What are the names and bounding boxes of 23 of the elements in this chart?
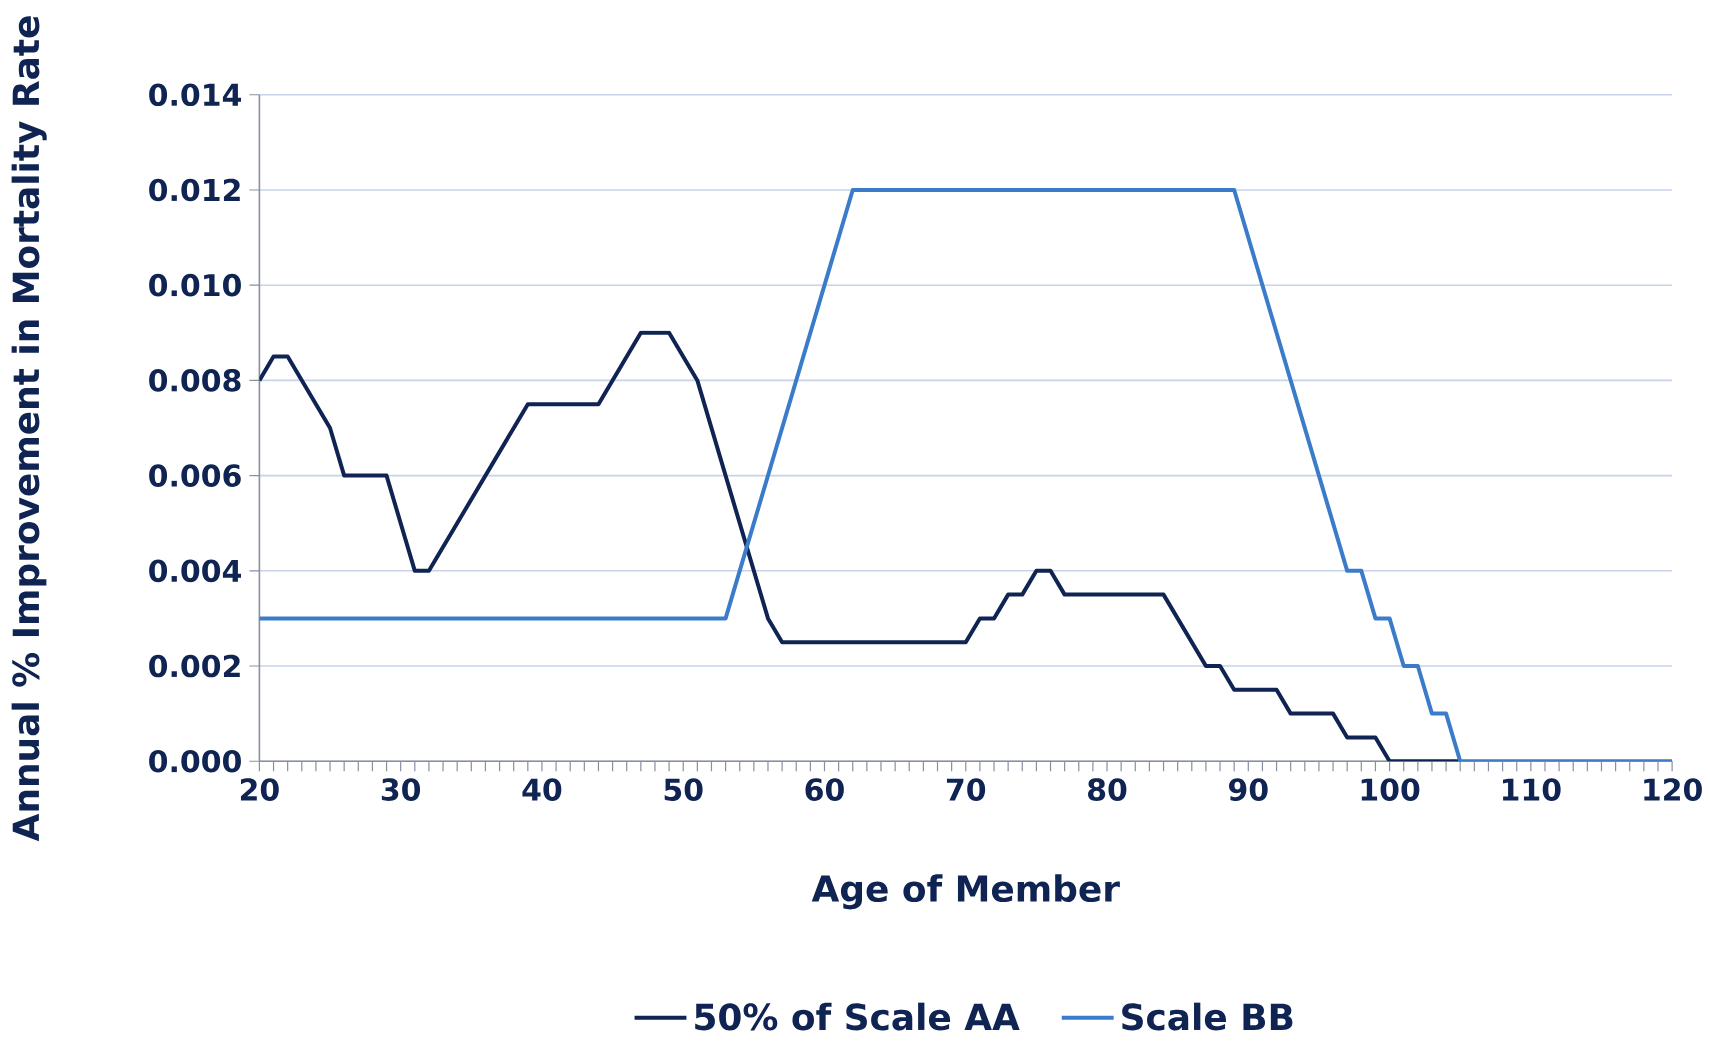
- x-axis-title: Age of Member: [811, 874, 1120, 910]
- legend-label: Scale BB: [1122, 1002, 1293, 1031]
- x-tick-label: 60: [805, 778, 844, 801]
- y-tick-label: 0.008: [149, 369, 241, 392]
- x-tick-label: 110: [1502, 778, 1561, 801]
- x-tick-label: 30: [381, 778, 421, 801]
- y-tick-label: 0.010: [149, 273, 241, 297]
- x-tick-label: 120: [1644, 778, 1702, 801]
- y-tick-label: 0.006: [149, 464, 241, 487]
- y-tick-label: 0.000: [149, 749, 241, 773]
- x-tick-label: 100: [1361, 778, 1420, 801]
- y-tick-label: 0.002: [149, 654, 240, 678]
- x-tick-label: 80: [1088, 778, 1127, 801]
- x-tick-label: 70: [946, 778, 986, 801]
- y-tick-label: 0.014: [149, 83, 242, 107]
- x-tick-label: 50: [664, 778, 703, 801]
- y-tick-label: 0.004: [149, 559, 242, 583]
- legend-label: 50% of Scale AA: [695, 1002, 1020, 1031]
- x-tick-label: 40: [522, 778, 562, 801]
- x-tick-label: 20: [240, 778, 279, 801]
- y-tick-label: 0.012: [149, 178, 240, 202]
- x-tick-label: 90: [1229, 778, 1268, 801]
- y-axis-title: Annual % Improvement in Mortality Rate: [11, 16, 47, 842]
